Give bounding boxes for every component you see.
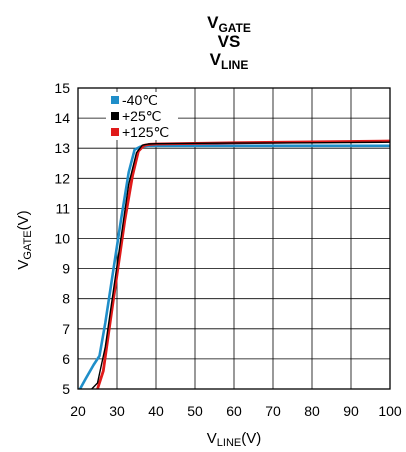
x-tick-label: 20 [70, 403, 86, 419]
title-line1-sub: GATE [218, 21, 250, 35]
x-axis-title-main: V [207, 430, 217, 447]
x-tick-labels: 20 30 40 50 60 70 80 90 100 [70, 403, 402, 419]
x-tick-label: 80 [304, 403, 320, 419]
plot-frame [77, 87, 391, 390]
legend-label-plus125: +125℃ [122, 124, 169, 140]
title-line1-main: V [207, 13, 219, 32]
chart-title-line1: VGATE [207, 13, 251, 35]
y-tick-label: 6 [62, 351, 70, 367]
chart-title-line2: VS [218, 32, 241, 51]
x-axis-title-sub: LINE [217, 437, 241, 449]
legend-label-plus25: +25℃ [122, 108, 161, 124]
y-tick-labels: 5 6 7 8 9 10 11 12 13 14 15 [54, 80, 70, 397]
x-tick-label: 100 [378, 403, 402, 419]
legend-swatch-minus40 [111, 96, 119, 104]
legend: -40℃ +25℃ +125℃ [106, 92, 178, 140]
legend-swatch-plus25 [111, 112, 119, 120]
x-tick-label: 60 [226, 403, 242, 419]
y-axis-title-sub: GATE [22, 230, 34, 259]
y-tick-label: 10 [54, 231, 70, 247]
x-axis-title-unit: (V) [241, 430, 261, 447]
legend-swatch-plus125 [111, 128, 119, 136]
y-tick-label: 8 [62, 291, 70, 307]
legend-label-minus40: -40℃ [122, 92, 158, 108]
x-tick-label: 30 [109, 403, 125, 419]
title-line3-main: V [210, 50, 222, 69]
chart-title-line3: VLINE [210, 50, 249, 72]
y-tick-label: 7 [62, 321, 70, 337]
y-tick-label: 12 [54, 170, 70, 186]
y-axis-title-main: V [15, 260, 32, 270]
y-tick-label: 9 [62, 261, 70, 277]
x-tick-label: 50 [187, 403, 203, 419]
y-tick-label: 15 [54, 80, 70, 96]
y-axis-title-unit: (V) [15, 210, 32, 230]
y-tick-label: 5 [62, 381, 70, 397]
x-tick-label: 40 [148, 403, 164, 419]
y-tick-label: 11 [55, 200, 70, 216]
y-tick-label: 14 [54, 110, 70, 126]
x-tick-label: 70 [265, 403, 281, 419]
y-tick-label: 13 [54, 140, 70, 156]
series-line-minus40 [78, 144, 390, 390]
title-line3-sub: LINE [221, 58, 248, 72]
series-layer [78, 139, 391, 390]
x-axis-title: VLINE(V) [207, 430, 261, 449]
y-axis-title: VGATE(V) [15, 210, 34, 269]
x-tick-label: 90 [343, 403, 359, 419]
series-line-plus25 [91, 141, 391, 390]
